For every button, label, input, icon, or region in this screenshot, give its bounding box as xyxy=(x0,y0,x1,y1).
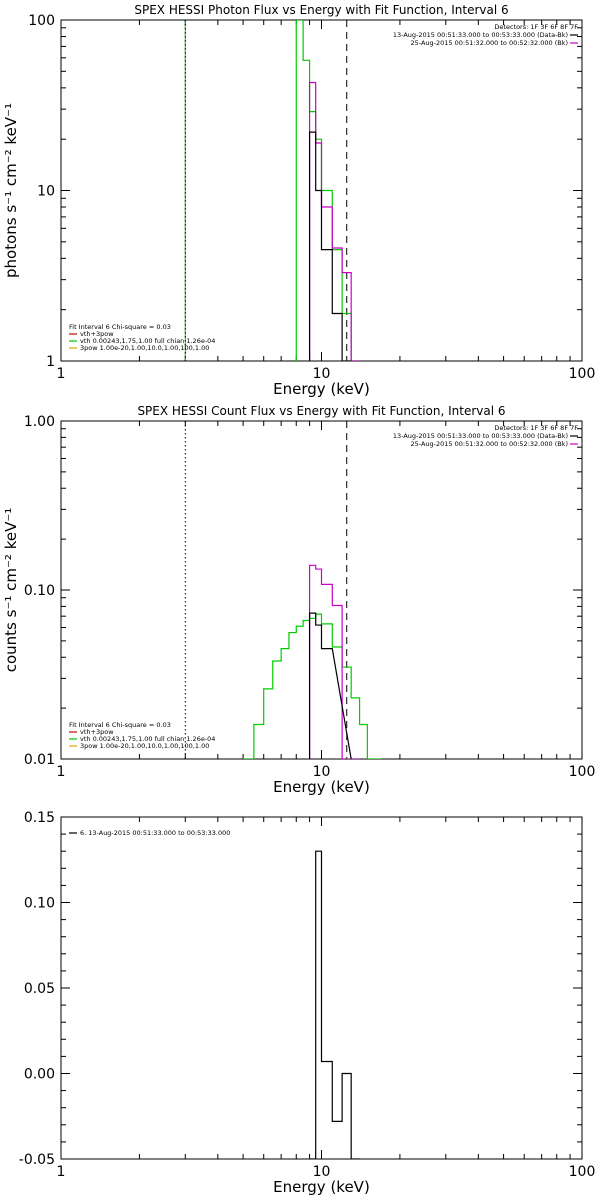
x-axis-label: Energy (keV) xyxy=(273,1178,370,1196)
info-line: Detectors: 1F 3F 6F 8F 7F xyxy=(494,23,578,31)
series-histogram-2 xyxy=(308,81,360,361)
x-tick-label: 1 xyxy=(57,1164,66,1180)
x-tick-label: 10 xyxy=(313,1164,331,1180)
legend-entry: 3pow 1.00e-20,1.00,10.0,1.00,100,1.00 xyxy=(80,742,209,750)
info-line: 25-Aug-2015 00:51:32.000 to 00:52:32.000… xyxy=(411,39,568,47)
y-tick-label: 0.01 xyxy=(24,752,55,768)
chart-panel-1: 1 10 100 1 10 100 SPEX HESSI Photon Flux vs En… xyxy=(2,3,595,398)
y-tick-label: 1.00 xyxy=(24,414,55,430)
chart-title: SPEX HESSI Count Flux vs Energy with Fit… xyxy=(137,404,505,418)
legend-entry: vth 0.00243,1.75,1.00 full chian 1.26e-0… xyxy=(80,735,215,743)
data-layer xyxy=(309,850,360,1159)
legend-entry: 3pow 1.00e-20,1.00,10.0,1.00,100,1.00 xyxy=(80,344,209,352)
series-histogram-3 xyxy=(308,131,352,361)
y-tick-label: -0.05 xyxy=(19,1152,55,1168)
y-axis-label: photons s⁻¹ cm⁻² keV⁻¹ xyxy=(2,103,20,278)
legend-title: Fit Interval 6 Chi-square = 0.03 xyxy=(69,323,171,331)
y-tick-label: 100 xyxy=(28,13,55,29)
y-tick-label: 0.15 xyxy=(24,810,55,826)
series-histogram-3 xyxy=(308,612,352,759)
x-tick-label: 100 xyxy=(569,764,596,780)
info-line: 13-Aug-2015 00:51:33.000 to 00:53:33.000… xyxy=(393,31,568,39)
plot-frame xyxy=(60,420,583,760)
series-histogram-1 xyxy=(243,613,382,759)
data-layer xyxy=(184,421,382,759)
y-tick-label: 0.10 xyxy=(24,583,55,599)
chart-title: SPEX HESSI Photon Flux vs Energy with Fi… xyxy=(134,3,508,17)
series-histogram-1 xyxy=(309,850,360,1159)
legend-entry: vth+3pow xyxy=(80,330,114,338)
legend-entry: vth 0.00243,1.75,1.00 full chian 1.26e-0… xyxy=(80,337,215,345)
x-tick-label: 100 xyxy=(569,366,596,382)
x-tick-label: 1 xyxy=(57,366,66,382)
y-tick-label: 0.10 xyxy=(24,896,55,912)
data-layer xyxy=(184,20,360,361)
y-tick-label: 10 xyxy=(37,184,55,200)
x-tick-label: 10 xyxy=(313,764,331,780)
info-line: Detectors: 1F 3F 6F 8F 7F xyxy=(494,424,578,432)
x-tick-label: 1 xyxy=(57,764,66,780)
chart-panel-3: 1 10 100 -0.05 0.00 0.05 0.10 0.15 Energy (keV) 6… xyxy=(19,810,596,1196)
series-histogram-2 xyxy=(308,564,360,759)
x-axis-label: Energy (keV) xyxy=(273,778,370,796)
x-tick-label: 100 xyxy=(569,1164,596,1180)
y-tick-label: 1 xyxy=(46,354,55,370)
info-line: 13-Aug-2015 00:51:33.000 to 00:53:33.000… xyxy=(393,432,568,440)
x-axis-label: Energy (keV) xyxy=(273,380,370,398)
legend-entry: vth+3pow xyxy=(80,728,114,736)
x-tick-label: 10 xyxy=(313,366,331,382)
y-tick-label: 0.00 xyxy=(24,1067,55,1083)
chart-panel-2: 1 10 100 0.01 0.10 1.00 SPEX HESSI Count Flux … xyxy=(2,404,595,796)
info-line: 25-Aug-2015 00:51:32.000 to 00:52:32.000… xyxy=(411,440,568,448)
y-tick-label: 0.05 xyxy=(24,981,55,997)
legend-entry: 6. 13-Aug-2015 00:51:33.000 to 00:53:33.… xyxy=(80,829,230,837)
series-histogram-1 xyxy=(295,20,360,361)
legend-title: Fit Interval 6 Chi-square = 0.03 xyxy=(69,721,171,729)
y-axis-label: counts s⁻¹ cm⁻² keV⁻¹ xyxy=(2,508,20,673)
